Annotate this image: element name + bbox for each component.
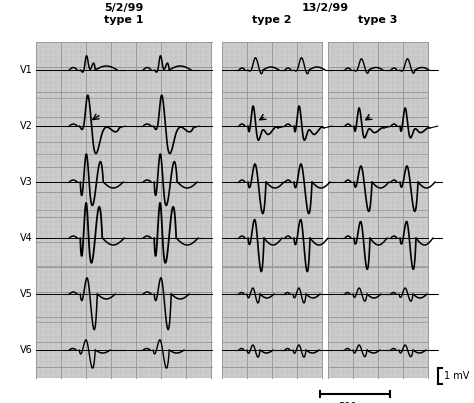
Text: 5/2/99: 5/2/99 [104,3,144,13]
Text: V2: V2 [20,121,33,131]
Bar [222,42,322,378]
Bar [36,42,212,378]
Text: V6: V6 [20,345,33,355]
Bar [328,42,428,378]
Text: V1: V1 [20,65,33,75]
Text: V5: V5 [20,289,33,299]
Bar [222,42,322,378]
Text: type 3: type 3 [358,15,398,25]
Text: V4: V4 [20,233,33,243]
Text: V3: V3 [20,177,33,187]
Text: 13/2/99: 13/2/99 [301,3,348,13]
Text: type 2: type 2 [252,15,292,25]
Bar [328,42,428,378]
Text: 500ms: 500ms [338,402,372,403]
Text: 1 mV: 1 mV [444,371,469,381]
Bar [36,42,212,378]
Text: type 1: type 1 [104,15,144,25]
